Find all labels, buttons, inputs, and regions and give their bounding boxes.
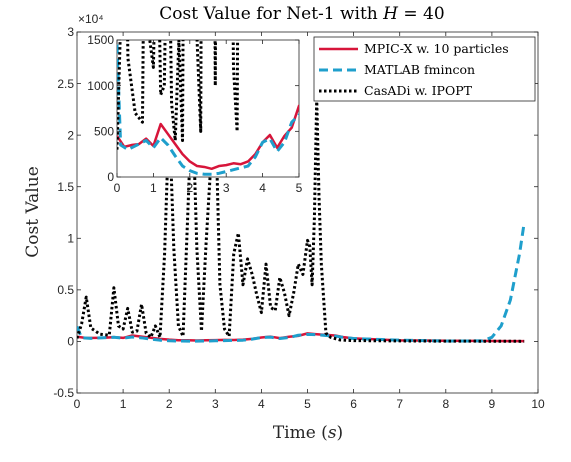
main-x-tick-label: 2 [166,397,173,411]
inset-y-tick-label: 500 [94,125,114,139]
inset-x-tick-label: 2 [186,181,193,195]
legend-label-fmincon: MATLAB fmincon [364,62,475,77]
main-y-tick-label: 1 [67,231,74,245]
legend: MPIC-X w. 10 particles MATLAB fmincon Ca… [313,36,536,102]
main-y-tick-label: 0.5 [57,283,74,297]
main-x-tick-label: 7 [396,397,403,411]
inset-axis-ticks: 0 1 2 3 4 5 0 500 1000 1500 [87,33,302,195]
inset-x-tick-label: 3 [223,181,230,195]
main-x-tick-label: 9 [489,397,496,411]
inset-y-tick-label: 0 [107,170,114,184]
inset-x-tick-label: 1 [150,181,157,195]
main-y-tick-label: 1.5 [57,180,74,194]
chart-title: Cost Value for Net-1 with H = 40 [159,4,444,24]
main-y-tick-label: 3 [67,25,74,39]
main-y-tick-label: 0 [67,335,74,349]
inset-x-tick-label: 4 [259,181,266,195]
legend-label-mpic: MPIC-X w. 10 particles [364,41,509,56]
legend-label-casadi: CasADi w. IPOPT [364,83,473,98]
main-x-tick-label: 5 [304,397,311,411]
main-series-line-2 [77,92,525,343]
inset-plot-area [116,39,300,178]
inset-series-line-0 [117,104,299,171]
main-axis-ticks: 0 1 2 3 4 5 6 7 8 9 10-0.500.511.522.53 [53,25,545,411]
inset-y-tick-label: 1000 [87,79,114,93]
inset-series-lines [117,40,299,176]
x-axis-label: Time (s) [273,423,343,443]
inset-y-tick-label: 1500 [87,33,114,47]
main-x-tick-label: 6 [350,397,357,411]
main-y-tick-label: 2 [67,128,74,142]
main-x-tick-label: 3 [212,397,219,411]
main-y-tick-label: 2.5 [57,77,74,91]
inset-series-line-1 [117,44,299,176]
main-x-tick-label: 1 [120,397,127,411]
main-x-tick-label: 10 [531,397,545,411]
y-axis-label: Cost Value [23,166,43,258]
main-series-lines [77,92,526,343]
main-y-tick-label: -0.5 [53,386,74,400]
y-exponent-label: ×10⁴ [78,12,104,26]
main-x-tick-label: 8 [442,397,449,411]
main-x-tick-label: 0 [74,397,81,411]
inset-x-tick-label: 5 [296,181,303,195]
inset-series-line-2 [117,40,240,150]
main-series-line-1 [77,222,526,343]
inset-x-tick-label: 0 [114,181,121,195]
main-x-tick-label: 4 [258,397,265,411]
